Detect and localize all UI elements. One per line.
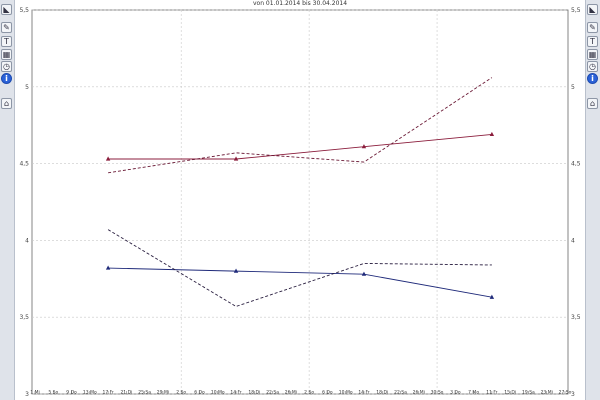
y-tick-label: 5,5 [19, 7, 29, 14]
x-tick-label: 23 Mi [541, 390, 553, 396]
x-tick-label: 2 So [176, 390, 186, 396]
x-tick-label: 25 Sa [138, 390, 151, 396]
y-axis-right: 3 3,5 4 4,5 5 5,5 [571, 7, 581, 398]
x-tick-label: 10 Mo [339, 390, 353, 396]
series-line-2 [108, 267, 492, 298]
text-icon[interactable]: T [587, 36, 598, 47]
info-icon[interactable]: i [587, 73, 598, 84]
right-toolbar: ◣ ✎ T ▦ ◷ i ⌂ [585, 0, 600, 400]
clock-icon[interactable]: ◷ [1, 61, 12, 72]
x-tick-label: 18 Di [248, 390, 260, 396]
y-tick-label: 3,5 [19, 314, 29, 321]
y-tick-label: 3 [25, 391, 29, 398]
x-tick-label: 2 So [304, 390, 314, 396]
y-tick-label: 4 [25, 237, 29, 244]
data-point [105, 156, 111, 161]
x-tick-label: 15 Di [504, 390, 516, 396]
series-line-0 [108, 133, 492, 160]
y-tick-label: 3 [571, 391, 575, 398]
x-tick-label: 5 So [48, 390, 58, 396]
pencil-icon[interactable]: ✎ [1, 22, 12, 33]
x-tick-label: 17 Fr [102, 390, 113, 396]
x-tick-label: 6 Do [322, 390, 333, 396]
x-tick-label: 19 Sa [522, 390, 535, 396]
x-tick-label: 14 Fr [358, 390, 369, 396]
pencil-icon[interactable]: ✎ [587, 22, 598, 33]
series-line-3 [107, 229, 492, 307]
plot-area [31, 9, 569, 395]
data-point [361, 144, 367, 149]
x-tick-label: 13 Mo [83, 390, 97, 396]
x-tick-label: 26 Mi [285, 390, 297, 396]
y-axis-left: 3 3,5 4 4,5 5 5,5 [19, 7, 29, 398]
data-point [489, 131, 495, 137]
info-icon[interactable]: i [1, 73, 12, 84]
folder-icon[interactable]: ⌂ [587, 98, 598, 109]
y-tick-label: 4,5 [19, 161, 29, 168]
y-tick-label: 5 [25, 84, 29, 91]
x-tick-label: 14 Fr [230, 390, 241, 396]
x-tick-label: 21 Di [120, 390, 132, 396]
grid-lines [32, 9, 568, 395]
x-tick-label: 22 Sa [266, 390, 279, 396]
x-tick-label: 1 Mi [30, 390, 39, 396]
folder-icon[interactable]: ⌂ [1, 98, 12, 109]
data-point [233, 268, 239, 273]
x-tick-label: 9 Do [66, 390, 77, 396]
x-tick-label: 6 Do [194, 390, 205, 396]
x-tick-label: 27 So [559, 390, 572, 396]
x-tick-label: 11 Fr [486, 390, 497, 396]
y-tick-label: 3,5 [571, 314, 581, 321]
x-tick-label: 3 Do [450, 390, 461, 396]
x-tick-label: 30 So [431, 390, 444, 396]
x-tick-label: 10 Mo [211, 390, 225, 396]
series-group [105, 77, 495, 307]
y-tick-label: 5 [571, 84, 575, 91]
clock-icon[interactable]: ◷ [587, 61, 598, 72]
y-tick-label: 4 [571, 237, 575, 244]
x-axis: 1 Mi 5 So 9 Do 13 Mo 17 Fr 21 Di 25 Sa 29 Mi 2 S… [30, 390, 571, 396]
data-point [361, 271, 367, 276]
x-tick-label: 29 Mi [157, 390, 169, 396]
data-point [233, 156, 239, 161]
ruler-icon[interactable]: ◣ [1, 4, 12, 15]
text-icon[interactable]: T [1, 36, 12, 47]
y-tick-label: 5,5 [571, 7, 581, 14]
grid-icon[interactable]: ▦ [587, 49, 598, 60]
data-point [489, 294, 495, 299]
x-tick-label: 22 Sa [394, 390, 407, 396]
y-tick-label: 4,5 [571, 161, 581, 168]
x-tick-label: 26 Mi [413, 390, 425, 396]
date-range-title: von 01.01.2014 bis 30.04.2014 [252, 0, 348, 7]
left-toolbar: ◣ ✎ T ▦ ◷ i ⌂ [0, 0, 15, 400]
x-tick-label: 18 Di [376, 390, 388, 396]
x-tick-label: 7 Mo [468, 390, 479, 396]
grid-icon[interactable]: ▦ [1, 49, 12, 60]
data-point [105, 265, 111, 270]
ruler-icon[interactable]: ◣ [587, 4, 598, 15]
